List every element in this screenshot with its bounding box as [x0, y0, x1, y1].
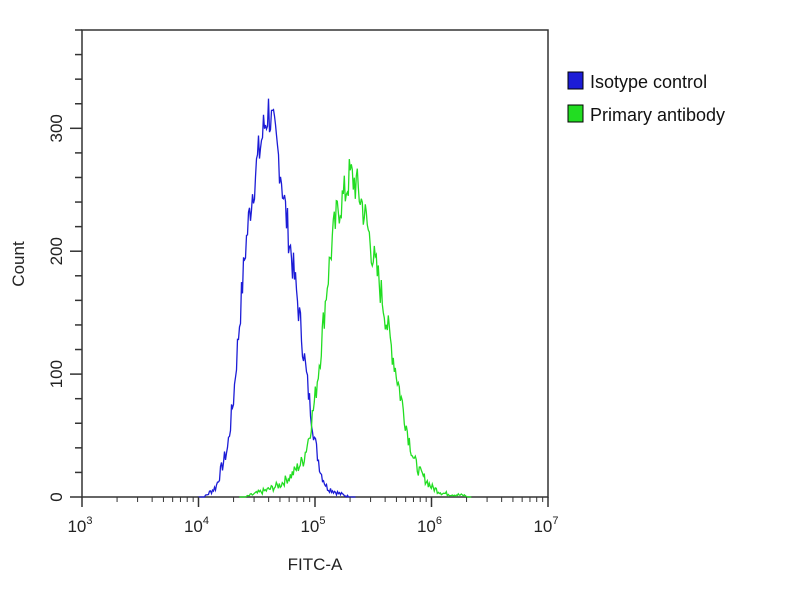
y-axis-label: Count: [9, 241, 28, 287]
plot-border: [81, 29, 549, 498]
series-line-isotype-control: [198, 98, 356, 499]
y-tick-label: 300: [47, 114, 66, 142]
series-group: [198, 98, 472, 499]
x-axis-label: FITC-A: [288, 555, 343, 574]
x-tick-label: 104: [184, 515, 209, 536]
x-tick-label: 105: [300, 515, 325, 536]
legend-label-isotype: Isotype control: [590, 72, 707, 92]
legend: Isotype control Primary antibody: [567, 71, 725, 125]
x-tick-label: 107: [533, 515, 558, 536]
legend-swatch-isotype: [567, 71, 584, 90]
legend-label-primary: Primary antibody: [590, 105, 725, 125]
series-line-primary-antibody: [239, 159, 472, 498]
y-tick-label: 100: [47, 360, 66, 388]
x-tick-label: 103: [67, 515, 92, 536]
x-tick-label: 106: [417, 515, 442, 536]
y-axis: 0 100 200 300: [47, 29, 82, 502]
x-axis: 103 104 105 106 107: [67, 497, 559, 536]
legend-swatch-primary: [567, 104, 584, 123]
plot-frame: [81, 29, 549, 498]
y-tick-label: 200: [47, 237, 66, 265]
y-tick-label: 0: [47, 492, 66, 501]
